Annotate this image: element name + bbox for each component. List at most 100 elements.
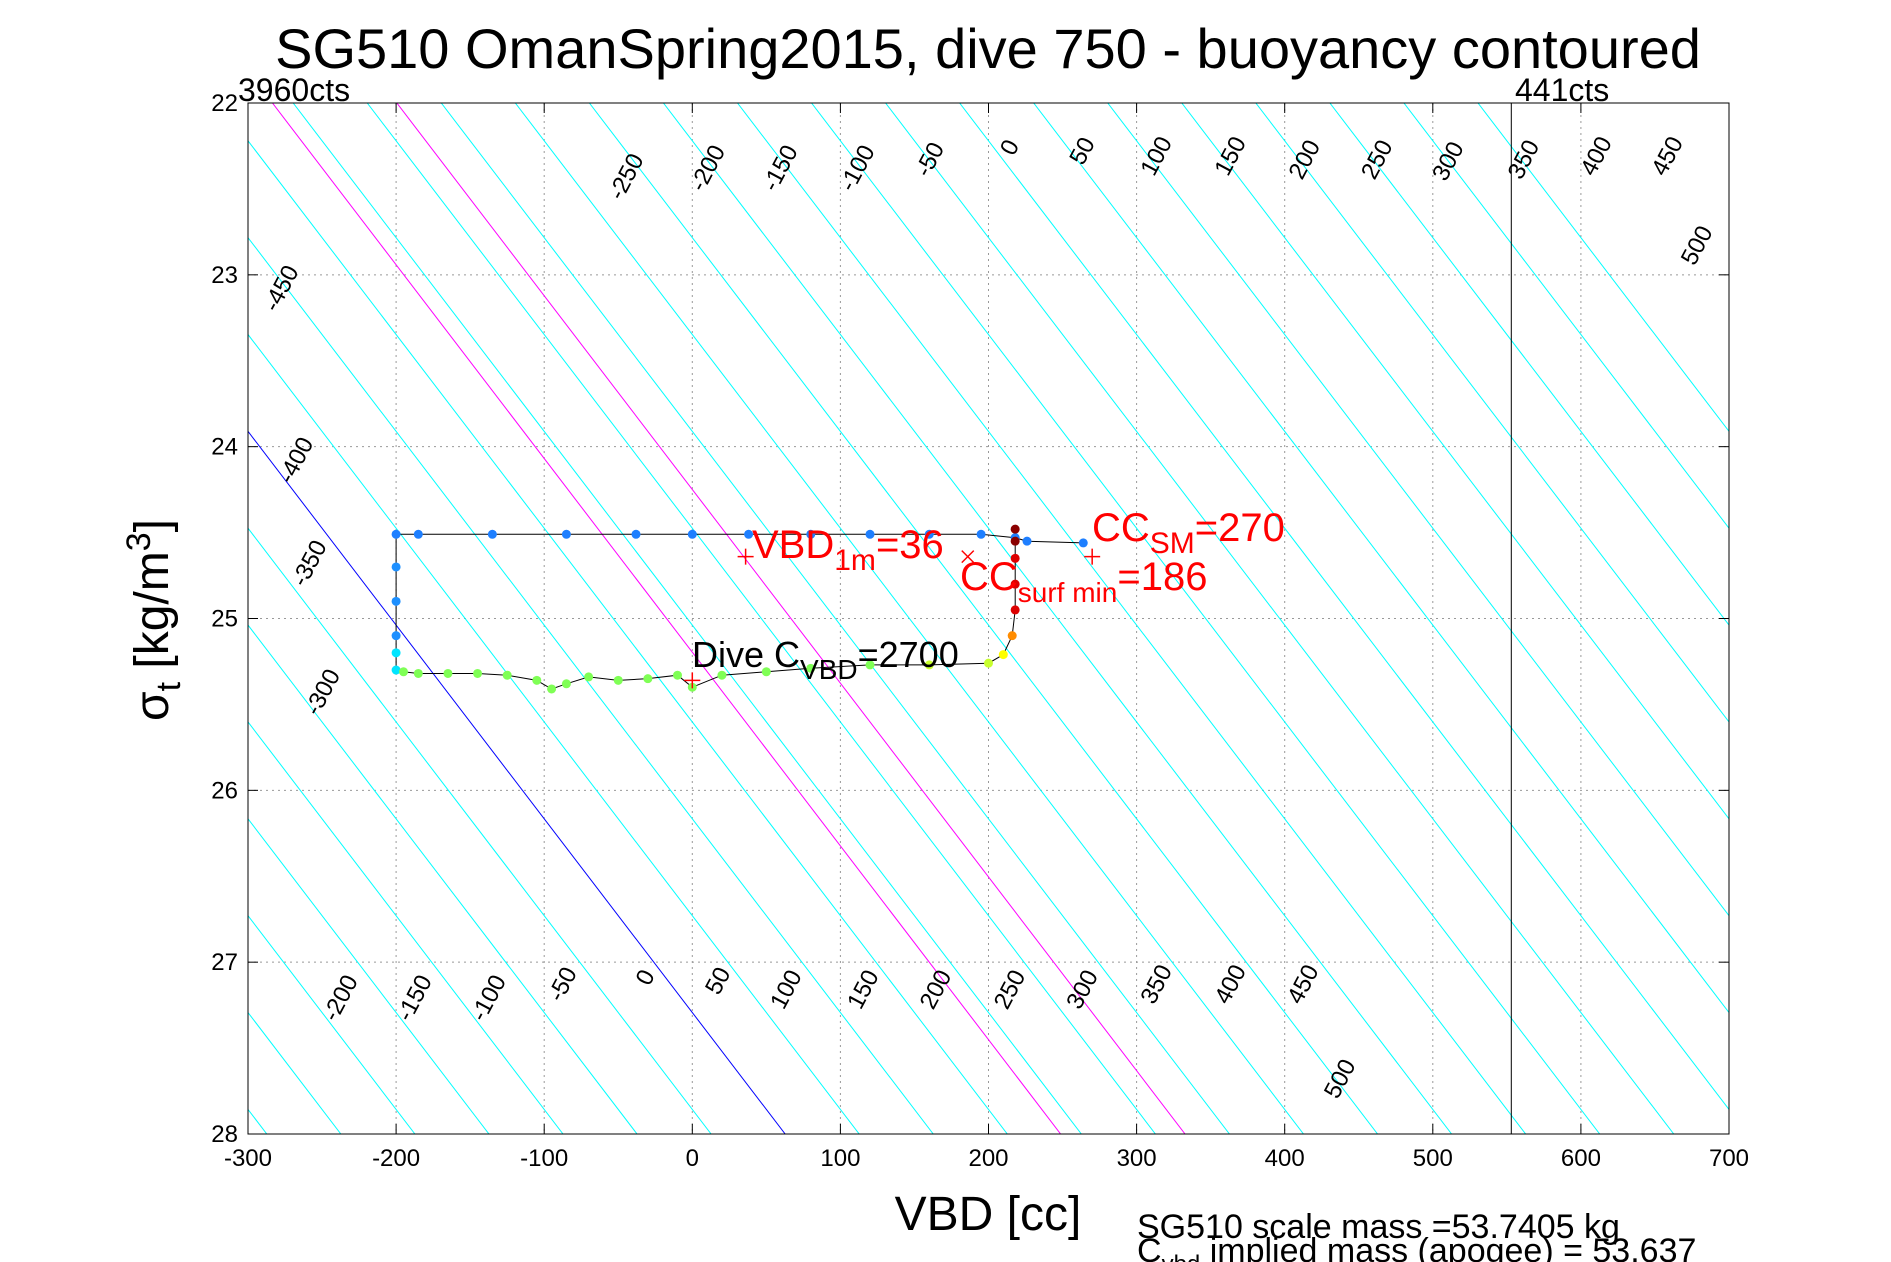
contour-line-800 [1181, 103, 1729, 820]
x-tick-label-2: -100 [520, 1145, 568, 1172]
contour-line-300 [440, 103, 1230, 1134]
track-point-22 [473, 668, 483, 678]
track-point-44 [1010, 524, 1020, 534]
contour-line-400 [588, 103, 1378, 1134]
annotation-dive-sub: VBD [800, 654, 858, 685]
annotation-vbd1m-sub: 1m [834, 544, 876, 577]
contour-line-1000 [1477, 103, 1729, 433]
contour-label-1: -400 [273, 433, 319, 488]
contour-label-2: -350 [286, 536, 332, 591]
contour-label-26: 100 [765, 966, 808, 1014]
x-tick-label-9: 600 [1561, 1145, 1601, 1172]
annotation-vbd1m-value: =36 [876, 523, 944, 567]
annotation-ccsurf-value: =186 [1117, 555, 1207, 599]
marker-stroke [961, 550, 975, 564]
contour-label-17: 400 [1575, 132, 1618, 180]
track-point-28 [613, 675, 623, 685]
track-point-1 [1022, 536, 1032, 546]
grid-lines [248, 103, 1729, 1134]
contour-line--100 [248, 624, 638, 1134]
contour-line-650 [959, 103, 1729, 1111]
limit-contour-186 [272, 103, 1062, 1134]
contour-line-50 [248, 333, 860, 1134]
annotation-dive-base: Dive C [692, 634, 800, 675]
reference-markers [684, 548, 1101, 689]
contour-label-18: 450 [1646, 132, 1689, 180]
track-point-11 [487, 529, 497, 539]
track-point-33 [761, 667, 771, 677]
contour-label-22: -100 [466, 971, 512, 1026]
track-point-13 [391, 529, 401, 539]
track-point-41 [1010, 579, 1020, 589]
y-axis-ticks: 22 23 24 25 26 27 28 [211, 90, 1729, 1148]
y-tick-label-6: 28 [211, 1121, 238, 1148]
y-tick-label-5: 27 [211, 949, 238, 976]
contour-label-29: 250 [989, 966, 1032, 1014]
x-axis-ticks: -300 -200 -100 0 100 200 300 400 500 600 700 [224, 103, 1749, 1172]
annotation-ccsm: CCSM=270 [1092, 506, 1285, 560]
contour-line-550 [811, 103, 1601, 1134]
track-point-29 [643, 674, 653, 684]
contour-label-28: 200 [915, 966, 958, 1014]
marker-plus-3 [684, 672, 701, 689]
track-point-18 [391, 665, 401, 675]
track-point-34 [806, 663, 816, 673]
contour-label-5: -200 [685, 141, 731, 196]
track-point-0 [1078, 538, 1088, 548]
track-point-4 [924, 529, 934, 539]
footer-implied-mass: Cvbd implied mass (apogee) = 53.637 [1137, 1232, 1696, 1262]
track-point-40 [1010, 605, 1020, 615]
contour-line--50 [248, 527, 712, 1134]
track-point-14 [391, 562, 401, 572]
track-point-7 [744, 529, 754, 539]
contour-line-600 [885, 103, 1675, 1134]
annotation-vbd1m: VBD1m=36 [752, 523, 944, 577]
contour-line--450 [0, 103, 119, 1134]
annotation-ccsurf-sub: surf min [1018, 577, 1118, 608]
track-point-16 [391, 631, 401, 641]
track-point-27 [584, 672, 594, 682]
footer-cvbd-sub: vbd [1162, 1251, 1201, 1262]
y-tick-label-4: 26 [211, 777, 238, 804]
annotation-ccsm-base: CC [1092, 506, 1150, 550]
annotation-ccsurf: CCsurf min=186 [960, 555, 1207, 608]
y-label-symbol: σ [126, 691, 179, 721]
contour-label-4: -250 [603, 149, 649, 204]
track-point-12 [413, 529, 423, 539]
contour-label-6: -150 [757, 141, 803, 196]
contour-line-350 [514, 103, 1304, 1134]
track-point-20 [413, 668, 423, 678]
track-point-19 [399, 667, 409, 677]
contour-label-21: -150 [391, 971, 437, 1026]
contour-label-23: -50 [543, 963, 583, 1006]
contour-line-250 [366, 103, 1156, 1134]
x-tick-label-0: -300 [224, 1145, 272, 1172]
footer-scale-mass: SG510 scale mass =53.7405 kg [1137, 1208, 1620, 1246]
x-tick-label-3: 0 [686, 1145, 699, 1172]
y-tick-label-2: 24 [211, 434, 238, 461]
contour-line-850 [1255, 103, 1729, 723]
contour-label-30: 300 [1061, 966, 1104, 1014]
track-point-9 [631, 529, 641, 539]
contour-line-950 [1403, 103, 1729, 530]
track-point-42 [1010, 553, 1020, 563]
contour-label-13: 200 [1283, 136, 1326, 184]
x-tick-label-1: -200 [372, 1145, 420, 1172]
contour-label-31: 350 [1135, 960, 1178, 1008]
contour-line-500 [737, 103, 1527, 1134]
annotation-vbd1m-base: VBD [752, 523, 834, 567]
track-point-43 [1010, 536, 1020, 546]
corner-label-left: 3960cts [238, 72, 350, 108]
marker-plus-2 [1084, 548, 1101, 565]
annotation-ccsm-sub: SM [1150, 527, 1195, 560]
y-tick-label-0: 22 [211, 90, 238, 117]
corner-label-right: 441cts [1515, 72, 1609, 108]
contour-label-7: -100 [834, 141, 880, 196]
y-label-sub: t [150, 681, 188, 691]
track-point-36 [924, 660, 934, 670]
marker-plus-0 [737, 548, 754, 565]
track-point-35 [865, 660, 875, 670]
contour-label-25: 50 [700, 963, 736, 999]
track-point-25 [547, 684, 557, 694]
